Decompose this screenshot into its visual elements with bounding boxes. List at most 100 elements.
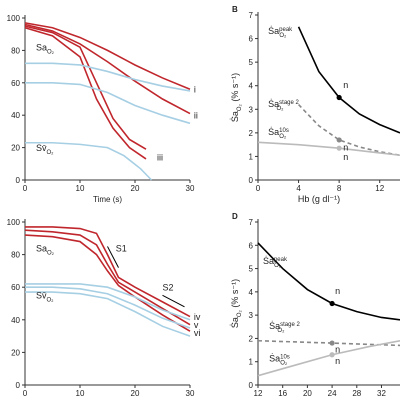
y-tick-label: 2: [249, 129, 254, 138]
y-tick-label: 40: [11, 316, 20, 325]
x-tick-label: 30: [186, 389, 195, 398]
data-point: [329, 340, 335, 346]
x-tick-label: 16: [278, 389, 287, 398]
data-point: [336, 145, 342, 151]
annotation: ii: [194, 110, 198, 120]
series-line: [25, 291, 191, 337]
annotation: Sv̄O₂: [36, 143, 54, 156]
label-part: Ṡa: [268, 99, 279, 109]
label-part: O₂: [279, 134, 287, 140]
y-axis-label: ṠaO₂ (% s⁻¹): [230, 279, 243, 328]
annotation: Ṡapeak O₂: [263, 256, 288, 269]
data-point: [336, 94, 342, 101]
label-part: Sv̄: [36, 143, 47, 153]
series-line: [25, 226, 191, 318]
x-tick-label: 20: [131, 389, 140, 398]
label-part: v: [194, 320, 199, 330]
label-part: Ṡa: [269, 354, 280, 364]
x-tick-label: 20: [131, 184, 140, 193]
label-part: n: [343, 152, 348, 162]
label-part: Ṡa: [268, 26, 279, 36]
label-part: S1: [116, 243, 127, 253]
label-part: Ṡa: [269, 321, 280, 331]
annotation: Ṡa10s O₂: [268, 127, 289, 140]
annotation: Ṡa10s O₂: [269, 354, 290, 367]
annotation: n: [343, 80, 348, 90]
label-part: Ṡa: [230, 317, 240, 328]
panel-label: D: [232, 212, 238, 221]
y-tick-label: 6: [249, 35, 254, 44]
marker-line: [107, 246, 119, 268]
y-tick-label: 5: [249, 265, 254, 274]
annotation: n: [335, 344, 340, 354]
annotation: n: [335, 356, 340, 366]
label-part: n: [335, 344, 340, 354]
y-tick-label: 0: [16, 381, 21, 390]
label-part: 10s: [279, 128, 289, 134]
y-axis-label: ṠaO₂ (% s⁻¹): [230, 73, 243, 122]
annotation: Ṡastage 2 O₂: [269, 321, 300, 334]
annotation: SaO₂: [36, 42, 55, 55]
label-part: stage 2: [280, 322, 300, 328]
label-part: O₂: [47, 150, 55, 156]
label-part: n: [335, 286, 340, 296]
label-part: peak: [279, 27, 293, 33]
y-tick-label: 3: [249, 105, 254, 114]
x-tick-label: 0: [23, 389, 28, 398]
label-part: iii: [157, 153, 163, 163]
y-tick-label: 1: [249, 152, 254, 161]
annotation: S2: [163, 282, 174, 292]
label-part: O₂: [237, 103, 243, 111]
y-tick-label: 4: [249, 288, 254, 297]
annotation: iv: [194, 312, 201, 322]
y-tick-label: 0: [249, 381, 254, 390]
label-part: (% s⁻¹): [230, 73, 240, 104]
label-part: Sa: [36, 243, 47, 253]
label-part: (% s⁻¹): [230, 279, 240, 310]
series-line: [24, 23, 191, 115]
x-axis-label: Time (s): [93, 195, 122, 204]
y-tick-label: 1: [249, 358, 254, 367]
x-tick-label: 12: [254, 389, 263, 398]
label-part: S2: [163, 282, 174, 292]
x-tick-label: 12: [375, 184, 384, 193]
label-part: iv: [194, 312, 201, 322]
label-part: vi: [194, 328, 201, 338]
y-tick-label: 0: [249, 176, 254, 185]
y-tick-label: 40: [11, 111, 20, 120]
x-tick-label: 20: [303, 389, 312, 398]
label-part: O₂: [237, 309, 243, 317]
label-part: O₂: [277, 328, 285, 334]
y-tick-label: 80: [11, 251, 20, 260]
label-part: stage 2: [279, 100, 299, 106]
series-line: [25, 62, 191, 92]
annotation: SaO₂: [36, 243, 55, 256]
y-tick-label: 6: [249, 241, 254, 250]
label-part: Ṡa: [263, 256, 274, 266]
x-axis-label: Hb (g dl⁻¹): [298, 194, 340, 204]
label-part: O₂: [279, 33, 287, 39]
annotation: n: [343, 143, 348, 153]
label-part: O₂: [276, 106, 284, 112]
data-point: [329, 300, 335, 307]
annotation: Ṡapeak O₂: [268, 26, 293, 39]
data-point: [329, 352, 335, 358]
x-tick-label: 32: [377, 389, 386, 398]
x-tick-label: 28: [352, 389, 361, 398]
series-line: [297, 104, 400, 157]
label-part: Hb (g dl⁻¹): [298, 194, 340, 204]
x-tick-label: 30: [186, 184, 195, 193]
label-part: Ṡa: [268, 127, 279, 137]
label-part: n: [335, 356, 340, 366]
annotation: S1: [116, 243, 127, 253]
label-part: Sv̄: [36, 291, 47, 301]
annotation: n: [335, 286, 340, 296]
x-tick-label: 0: [256, 184, 261, 193]
series-line: [257, 242, 400, 321]
series-line: [24, 22, 191, 91]
x-tick-label: 4: [296, 184, 301, 193]
label-part: Sa: [36, 42, 47, 52]
y-tick-label: 20: [11, 348, 20, 357]
x-tick-label: 8: [337, 184, 342, 193]
